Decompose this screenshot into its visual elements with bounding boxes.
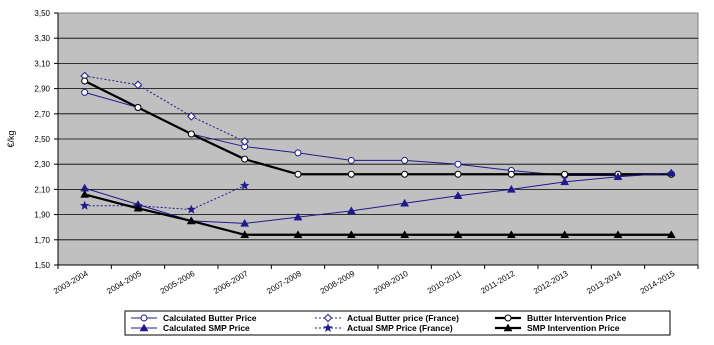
data-point-marker bbox=[187, 130, 195, 138]
data-point-marker bbox=[666, 168, 676, 177]
series-line bbox=[84, 193, 672, 236]
data-point-marker bbox=[666, 230, 676, 239]
data-point-marker bbox=[81, 77, 89, 85]
y-tick-label: 3,10 bbox=[34, 59, 50, 68]
data-point-marker bbox=[401, 170, 409, 178]
data-point-marker bbox=[400, 198, 410, 207]
x-tick-label: 2004-2005 bbox=[105, 269, 143, 296]
series-line bbox=[84, 80, 672, 176]
y-tick-label: 2,50 bbox=[34, 135, 50, 144]
y-tick-label: 1,70 bbox=[34, 236, 50, 245]
x-tick-label: 2007-2008 bbox=[265, 269, 303, 296]
data-point-marker bbox=[293, 212, 303, 221]
y-tick-label: 2,30 bbox=[34, 160, 50, 169]
series-line bbox=[84, 185, 245, 211]
series-layer bbox=[79, 71, 676, 239]
legend-label: SMP Intervention Price bbox=[527, 323, 620, 333]
y-tick-label: 1,90 bbox=[34, 211, 50, 220]
legend-item: SMP Intervention Price bbox=[495, 323, 620, 333]
series-smp-intervention-price bbox=[80, 189, 676, 239]
y-tick-label: 2,10 bbox=[34, 185, 50, 194]
data-point-marker bbox=[506, 184, 516, 193]
y-tick-label: 3,50 bbox=[34, 9, 50, 18]
x-tick-label: 2010-2011 bbox=[426, 269, 464, 296]
data-point-marker bbox=[346, 230, 356, 239]
data-point-marker bbox=[186, 204, 197, 214]
y-tick-label: 2,90 bbox=[34, 85, 50, 94]
y-tick-label: 2,70 bbox=[34, 110, 50, 119]
legend-item: Calculated Butter Price bbox=[131, 313, 257, 323]
legend-item: Calculated SMP Price bbox=[131, 323, 250, 333]
data-point-marker bbox=[240, 137, 249, 146]
data-point-marker bbox=[453, 191, 463, 199]
data-point-marker bbox=[613, 172, 623, 181]
y-tick-label: 3,30 bbox=[34, 34, 50, 43]
data-point-marker bbox=[503, 323, 513, 332]
data-point-marker bbox=[293, 230, 303, 239]
data-point-marker bbox=[506, 230, 516, 239]
data-point-marker bbox=[560, 230, 570, 239]
legend-item: Actual SMP Price (France) bbox=[315, 322, 453, 333]
series-actual-butter-price-france bbox=[80, 71, 249, 146]
data-point-marker bbox=[454, 170, 462, 178]
data-point-marker bbox=[240, 230, 250, 239]
data-point-marker bbox=[504, 314, 512, 322]
data-point-marker bbox=[139, 323, 149, 332]
data-point-marker bbox=[400, 230, 410, 239]
data-point-marker bbox=[346, 206, 356, 215]
data-point-marker bbox=[507, 170, 515, 178]
legend-label: Calculated SMP Price bbox=[163, 323, 250, 333]
legend-box bbox=[124, 310, 671, 336]
legend-label: Actual SMP Price (France) bbox=[347, 323, 453, 333]
x-tick-label: 2009-2010 bbox=[372, 269, 410, 296]
data-point-marker bbox=[133, 80, 143, 90]
data-point-marker bbox=[239, 180, 250, 190]
data-point-marker bbox=[294, 149, 302, 157]
data-point-marker bbox=[347, 170, 355, 178]
x-tick-label: 2014-2015 bbox=[639, 269, 677, 296]
data-point-marker bbox=[186, 216, 196, 225]
data-point-marker bbox=[294, 170, 302, 178]
y-axis-title: €/kg bbox=[6, 130, 16, 147]
legend-item: Actual Butter price (France) bbox=[315, 313, 459, 323]
x-tick-label: 2013-2014 bbox=[585, 269, 623, 296]
data-point-marker bbox=[560, 177, 570, 186]
x-tick-label: 2008-2009 bbox=[319, 269, 357, 296]
data-point-marker bbox=[81, 88, 89, 96]
y-tick-label: 1,50 bbox=[34, 261, 50, 270]
x-tick-label: 2003-2004 bbox=[52, 269, 90, 296]
x-tick-label: 2005-2006 bbox=[159, 269, 197, 296]
data-point-marker bbox=[187, 112, 196, 121]
data-point-marker bbox=[133, 203, 143, 212]
x-tick-label: 2006-2007 bbox=[212, 269, 250, 296]
plot-area bbox=[57, 12, 699, 266]
data-point-marker bbox=[241, 155, 249, 163]
x-tick-label: 2011-2012 bbox=[479, 269, 517, 296]
data-point-marker bbox=[79, 200, 90, 210]
legend-label: Actual Butter price (France) bbox=[347, 313, 459, 323]
data-point-marker bbox=[401, 156, 409, 164]
legend-item: Butter Intervention Price bbox=[495, 313, 626, 323]
data-point-marker bbox=[240, 218, 250, 227]
data-point-marker bbox=[323, 313, 333, 323]
legend-label: Butter Intervention Price bbox=[527, 313, 626, 323]
data-point-marker bbox=[453, 230, 463, 239]
data-point-marker bbox=[561, 170, 569, 178]
data-point-marker bbox=[140, 314, 148, 322]
data-point-marker bbox=[613, 230, 623, 239]
data-point-marker bbox=[134, 104, 142, 111]
data-point-marker bbox=[80, 189, 90, 198]
data-point-marker bbox=[454, 160, 462, 168]
legend-label: Calculated Butter Price bbox=[163, 313, 257, 323]
series-line bbox=[84, 75, 245, 142]
legend: Calculated Butter Price Actual Butter pri… bbox=[124, 310, 671, 336]
x-tick-label: 2012-2013 bbox=[532, 269, 570, 296]
data-point-marker bbox=[347, 156, 355, 164]
data-point-marker bbox=[323, 322, 333, 333]
